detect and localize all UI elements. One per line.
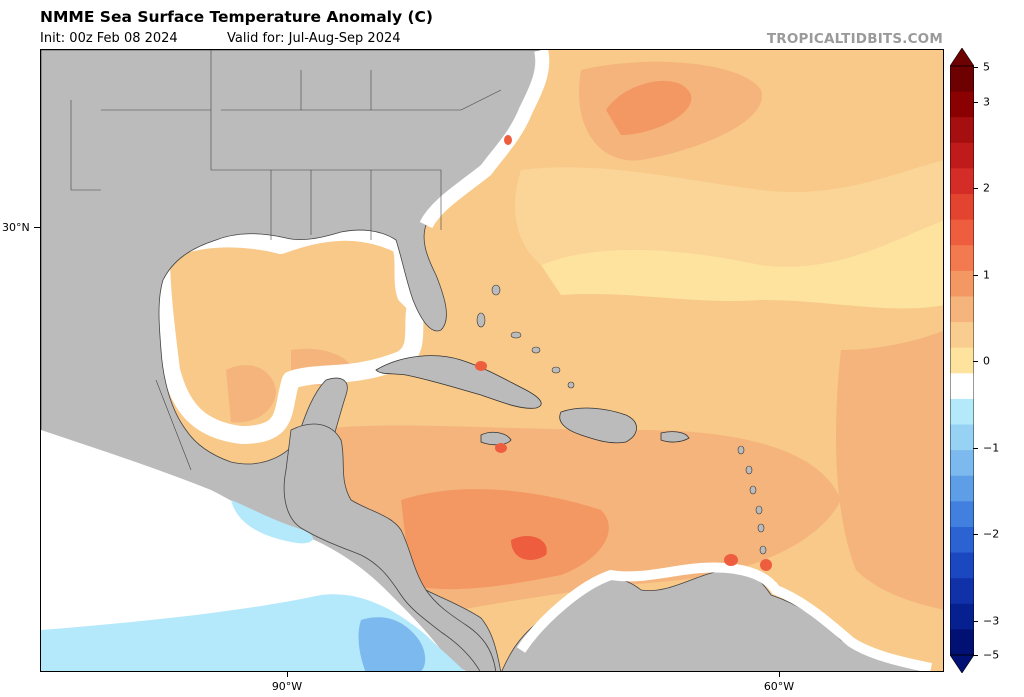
colorbar-segment [950,373,974,400]
colorbar-segment [950,219,974,246]
colorbar-label: 5 [983,60,990,74]
colorbar-label: 1 [983,268,990,282]
pacific-cooler-water-2 [358,617,426,671]
colorbar-segment [950,117,974,144]
colorbar-segment [950,398,974,426]
colorbar-label: −5 [983,648,1000,662]
land-puerto-rico [660,431,690,443]
colorbar-segment [950,168,974,195]
colorbar-tick [973,275,978,276]
lat-label-30n: 30°N [2,221,30,234]
init-time: Init: 00z Feb 08 2024 [40,31,178,46]
map-title: NMME Sea Surface Temperature Anomaly (C) [40,8,434,26]
colorbar-tick [973,102,978,103]
colorbar-tick [973,448,978,449]
colorbar-segment [950,450,974,477]
lon-tick-60w [779,672,780,677]
colorbar-segment [950,245,974,272]
colorbar-tick [973,655,978,656]
land-lesser-antilles [737,445,767,555]
brand-watermark: TROPICALTIDBITS.COM [766,31,943,47]
coastal-hotspots [475,135,772,571]
colorbar-segment [950,424,974,451]
colorbar-label: −3 [983,614,1000,628]
lon-tick-90w [287,672,288,677]
colorbar-tick [973,67,978,68]
colorbar-segment [950,347,974,374]
sst-anomaly-map [40,49,944,672]
caribbean-hot [401,489,609,590]
colorbar-segment [950,142,974,169]
colorbar-segment [950,322,974,349]
colorbar-max-extension [950,48,974,67]
hot-anomaly-north [606,80,692,135]
caribbean-hotspot [511,535,547,560]
colorbar-segment [950,578,974,605]
political-borders [70,50,502,471]
anomaly-band-medium [515,160,943,267]
coastal-mask-south-america [516,562,932,671]
lon-label-90w: 90°W [271,680,303,693]
coastal-mask-east-us [419,50,550,229]
colorbar-label: −1 [983,441,1000,455]
colorbar-border [950,65,974,656]
lat-tick-30n [34,227,40,228]
colorbar-label: 0 [983,354,990,368]
land-hispaniola [559,407,637,444]
colorbar-segment [950,501,974,528]
colorbar-segment [950,475,974,502]
colorbar [950,48,974,673]
land-cuba [375,355,542,409]
anomaly-band-light [541,220,943,309]
colorbar-segment [950,526,974,554]
colorbar-segment [950,629,974,656]
colorbar-label: 2 [983,181,990,195]
warm-anomaly-east [836,330,943,610]
colorbar-segment [950,270,974,297]
colorbar-segment [950,66,974,93]
colorbar-segment [950,552,974,579]
colorbar-min-extension [950,654,974,673]
pacific-cool-patch-2 [231,500,313,544]
colorbar-label: −2 [983,527,1000,541]
gulf-warm-pocket [226,365,276,423]
lon-label-60w: 60°W [763,680,795,693]
colorbar-tick [973,621,978,622]
land-bahamas [476,284,575,389]
colorbar-tick [973,534,978,535]
colorbar-segment [950,603,974,630]
colorbar-tick [973,361,978,362]
land-central-america [283,423,497,671]
land-jamaica [480,431,512,446]
valid-period: Valid for: Jul-Aug-Sep 2024 [227,31,401,46]
pacific-cool-water-2 [41,594,465,671]
colorbar-segment [950,194,974,221]
colorbar-segment [950,91,974,118]
colorbar-tick [973,188,978,189]
colorbar-label: 3 [983,95,990,109]
colorbar-segment [950,296,974,323]
